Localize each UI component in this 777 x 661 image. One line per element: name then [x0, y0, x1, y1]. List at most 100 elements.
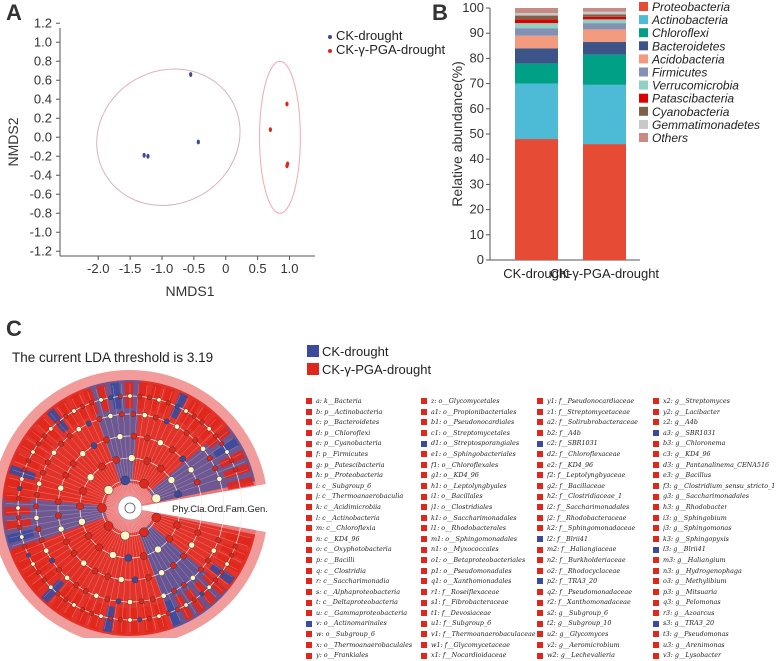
nmds-ytick-label: -0.6 — [30, 186, 52, 201]
branch-line — [56, 407, 124, 499]
taxa-legend-item: l1: o__Rhodobacterales — [421, 523, 536, 534]
clade-sector — [9, 387, 122, 500]
taxa-legend-item: l3: g__Blrii41 — [653, 544, 775, 555]
clade-node — [90, 442, 98, 449]
bar-legend-label: Cyanobacteria — [652, 105, 730, 119]
taxa-legend-swatch — [653, 419, 659, 426]
taxa-legend-item: b1: o__Pseudonocardiales — [421, 417, 536, 428]
clade-node — [193, 478, 201, 486]
taxa-legend-swatch — [537, 641, 543, 648]
clade-node — [103, 485, 114, 495]
taxa-legend-swatch — [537, 620, 543, 627]
taxa-legend-swatch — [306, 567, 312, 574]
clade-node — [156, 613, 162, 619]
clade-node — [198, 566, 204, 573]
branch-line — [18, 513, 120, 563]
clade-node — [39, 469, 46, 476]
clade-node — [89, 400, 95, 406]
clade-node — [183, 408, 189, 414]
taxa-legend-item: a2: f__Solirubrobacteraceae — [537, 417, 638, 428]
taxa-legend-swatch — [421, 525, 427, 532]
clade-stripe — [40, 578, 65, 604]
taxa-legend-swatch — [306, 610, 312, 617]
taxa-legend-item: t2: g__Subgroup_10 — [537, 618, 638, 629]
taxa-legend-item: k: c__Acidimicrobiia — [306, 502, 412, 513]
nmds-ytick-label: 0.6 — [34, 72, 52, 87]
taxa-legend-item: d1: o__Streptosporangiales — [421, 438, 536, 449]
taxa-legend-swatch — [421, 652, 427, 659]
taxa-legend-label: b: p__Actinobacteria — [316, 407, 383, 416]
taxa-legend-swatch — [537, 525, 543, 532]
taxa-legend-item: j1: o__Clostridiales — [421, 502, 536, 513]
bar-segment — [515, 13, 558, 16]
branch-line — [133, 519, 165, 628]
branch-line — [71, 518, 125, 618]
taxa-legend-label: m1: o__Sphingomonadales — [431, 534, 518, 543]
clade-node — [127, 617, 133, 623]
clade-node — [15, 495, 21, 501]
taxa-legend-item: y: o__Frankiales — [306, 650, 412, 661]
branch-line — [11, 511, 119, 547]
taxa-legend-item: s: c__Alphaproteobacteria — [306, 587, 412, 598]
taxa-legend-swatch — [653, 504, 659, 511]
clade-node — [191, 413, 197, 419]
taxa-legend-swatch — [537, 419, 543, 426]
bar-legend-label: Firmicutes — [652, 66, 707, 80]
clade-node — [116, 433, 124, 440]
taxa-legend-item: h2: f__Clostridiaceae_1 — [537, 491, 638, 502]
taxa-legend-label: l: c__Actinobacteria — [316, 513, 380, 522]
clade-node — [80, 607, 86, 612]
taxa-legend-item: l: c__Actinobacteria — [306, 513, 412, 524]
clade-node — [55, 512, 62, 519]
taxa-legend-item: o1: o__Betaproteobacteriales — [421, 555, 536, 566]
clade-node — [73, 582, 79, 588]
clade-stripe — [16, 551, 43, 571]
taxa-legend-label: d3: g__Pantanalinema_CENA516 — [663, 460, 770, 469]
taxa-legend-label: o1: o__Betaproteobacteriales — [431, 555, 526, 564]
clade-node — [86, 473, 95, 481]
bar-legend-label: Proteobacteria — [652, 0, 730, 14]
bar-ytick-label: 100 — [462, 0, 484, 15]
taxa-legend-label: u: c__Gammaproteobacteria — [316, 608, 408, 617]
clade-node — [26, 552, 31, 558]
branch-line — [11, 469, 119, 505]
clade-node — [174, 607, 180, 612]
bar-legend-label: Patascibacteria — [652, 92, 734, 106]
panel-label-b: B — [432, 0, 448, 25]
branch-line — [138, 515, 223, 592]
taxa-legend-swatch — [421, 631, 427, 638]
branch-line — [137, 517, 210, 604]
clade-node — [137, 617, 143, 623]
clade-node — [80, 404, 86, 409]
clade-node — [96, 416, 103, 422]
clade-node — [146, 395, 152, 401]
legend-label-pga: CK-γ-PGA-drought — [336, 42, 445, 57]
nmds-point — [142, 152, 146, 158]
bar-segment — [515, 23, 558, 29]
bar-legend-swatch — [639, 133, 648, 142]
taxa-legend-label: f1: o__Chloroflexales — [431, 460, 499, 469]
nmds-plot: 1.2 1.0 0.8 0.6 0.4 0.2 0.0 -0.2 -0.4 -0.6 -0.8 -1.… — [5, 15, 445, 299]
taxa-legend-label: k3: g__Sphingopyxis — [663, 534, 729, 543]
clade-node — [200, 445, 206, 452]
taxa-legend-label: n: c__KD4_96 — [316, 534, 360, 543]
taxa-legend-label: p2: f__TRA3_20 — [547, 577, 598, 586]
taxa-legend-swatch — [653, 451, 659, 458]
clade-stripe — [57, 399, 79, 427]
clade-node — [79, 487, 87, 495]
bar-segment — [515, 19, 558, 24]
nmds-xlabel: NMDS1 — [165, 283, 214, 299]
taxa-legend-label: z2: g__A4b — [663, 418, 698, 427]
clade-node — [229, 552, 234, 558]
taxa-legend-item: t3: g__Pseudomonas — [653, 629, 775, 640]
bar-segment — [583, 54, 626, 85]
clade-node — [79, 450, 87, 457]
taxa-legend-item: q3: g__Pelomonas — [653, 597, 775, 608]
nmds-xtick-label: 0.5 — [249, 261, 267, 276]
clade-node — [36, 480, 43, 487]
clade-node — [180, 552, 187, 560]
clade-node — [93, 592, 100, 599]
clade-stripe — [88, 602, 105, 630]
bar-legend-label: Gemmatimonadetes — [652, 118, 760, 132]
clade-stripe — [8, 464, 37, 481]
